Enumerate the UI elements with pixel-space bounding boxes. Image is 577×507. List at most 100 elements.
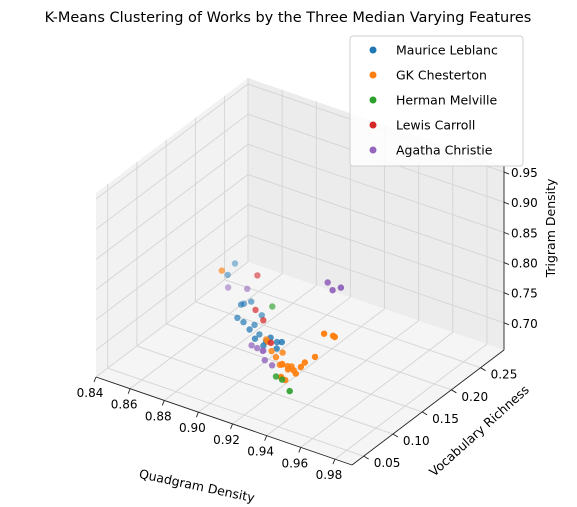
data-point-agatha-christie [329, 287, 336, 294]
data-point-maurice-leblanc [231, 260, 239, 267]
z-tick-mark [503, 171, 510, 175]
data-point-maurice-leblanc [278, 338, 285, 346]
y-tick-mark [480, 367, 486, 372]
x-tick-label: 0.94 [247, 445, 274, 459]
z-tick-mark [503, 292, 510, 296]
left-pane [96, 78, 248, 377]
z-tick-label: 0.95 [511, 166, 538, 180]
tick-labels: 0.84 0.86 0.88 0.90 0.92 0.94 0.96 0.98 0.050.10… [77, 166, 538, 482]
y-tick-label: 0.15 [432, 412, 459, 426]
z-tick-mark [503, 231, 510, 235]
data-point-agatha-christie [268, 362, 276, 369]
x-tick-mark [332, 458, 336, 465]
z-axis-label: Trigram Density [543, 178, 558, 278]
chart-title: K-Means Clustering of Works by the Three… [45, 10, 532, 26]
z-tick-mark [503, 201, 510, 205]
data-point-maurice-leblanc [258, 312, 265, 319]
data-point-maurice-leblanc [273, 345, 280, 352]
z-tick-mark [503, 262, 510, 265]
axes-grid [95, 78, 505, 460]
z-tick-label: 0.80 [511, 257, 538, 271]
data-point-agatha-christie [224, 284, 232, 291]
z-grid-left [95, 83, 249, 200]
x-tick-mark [195, 412, 199, 418]
data-points [218, 260, 345, 395]
data-point-agatha-christie [261, 357, 268, 364]
data-point-herman-melville [286, 387, 293, 395]
x-tick-label: 0.84 [77, 386, 104, 400]
data-point-herman-melville [269, 303, 276, 310]
z-grid-back [247, 174, 505, 263]
data-point-maurice-leblanc [260, 342, 267, 349]
x-tick-mark [127, 388, 131, 394]
legend-label: Agatha Christie [396, 143, 493, 158]
z-tick-label: 0.85 [511, 226, 538, 240]
data-point-lewis-carroll [260, 317, 267, 324]
z-grid-left [95, 113, 249, 230]
data-point-gk-chesterton [292, 370, 299, 377]
x-axis-line [95, 376, 353, 466]
legend-marker [369, 46, 377, 54]
legend: Maurice Leblanc GK Chesterton Herman Melvi… [349, 35, 524, 167]
legend-label: Maurice Leblanc [396, 43, 498, 58]
z-grid-back [247, 143, 505, 233]
data-point-agatha-christie [244, 285, 251, 292]
x-grid-floor [334, 343, 488, 460]
y-tick-mark [363, 455, 369, 460]
x-tick-label: 0.98 [316, 468, 343, 482]
x-grid-floor [129, 273, 283, 390]
data-point-maurice-leblanc [237, 301, 245, 308]
legend-marker [369, 71, 377, 79]
z-grid-back [247, 234, 505, 324]
x-tick-label: 0.92 [213, 433, 240, 447]
z-grid-left [95, 144, 249, 260]
data-point-agatha-christie [260, 347, 267, 354]
data-point-gk-chesterton [331, 333, 338, 341]
y-tick-mark [421, 411, 428, 416]
data-point-gk-chesterton [301, 359, 308, 366]
x-grid-floor [300, 332, 454, 448]
y-tick-mark [392, 433, 399, 438]
y-axis-line [351, 349, 505, 466]
z-tick-mark [503, 322, 510, 326]
y-tick-label: 0.25 [491, 368, 518, 382]
data-point-lewis-carroll [254, 272, 261, 279]
x-tick-mark [264, 435, 268, 441]
data-point-gk-chesterton [278, 360, 286, 368]
x-tick-label: 0.96 [281, 456, 308, 470]
data-point-maurice-leblanc [251, 321, 258, 329]
legend-label: GK Chesterton [396, 68, 487, 83]
data-point-agatha-christie [254, 344, 261, 352]
y-tick-label: 0.05 [374, 456, 401, 470]
data-point-gk-chesterton [268, 347, 275, 355]
data-point-gk-chesterton [218, 267, 225, 274]
legend-box [349, 35, 524, 167]
data-point-herman-melville [278, 376, 286, 383]
legend-marker [369, 96, 377, 104]
data-point-maurice-leblanc [248, 298, 255, 305]
data-point-herman-melville [272, 373, 280, 380]
x-tick-mark [230, 423, 233, 430]
y-tick-label: 0.20 [461, 390, 488, 404]
z-grid-back [247, 204, 505, 294]
legend-marker [369, 121, 377, 129]
z-tick-label: 0.90 [511, 196, 538, 210]
data-point-gk-chesterton [279, 349, 286, 356]
z-tick-label: 0.75 [511, 287, 538, 301]
x-grid-floor [266, 320, 419, 437]
data-point-gk-chesterton [272, 354, 280, 361]
z-grid-left [95, 174, 249, 290]
axes-lines [93, 166, 510, 466]
legend-label: Lewis Carroll [396, 118, 475, 133]
data-point-lewis-carroll [267, 339, 275, 346]
x-grid-floor [163, 285, 317, 401]
x-tick-mark [93, 376, 97, 383]
x-tick-label: 0.90 [179, 421, 206, 435]
data-point-gk-chesterton [297, 363, 305, 371]
y-tick-label: 0.10 [403, 434, 430, 448]
data-point-gk-chesterton [320, 330, 328, 337]
legend-label: Herman Melville [396, 93, 498, 108]
data-point-maurice-leblanc [234, 314, 241, 321]
